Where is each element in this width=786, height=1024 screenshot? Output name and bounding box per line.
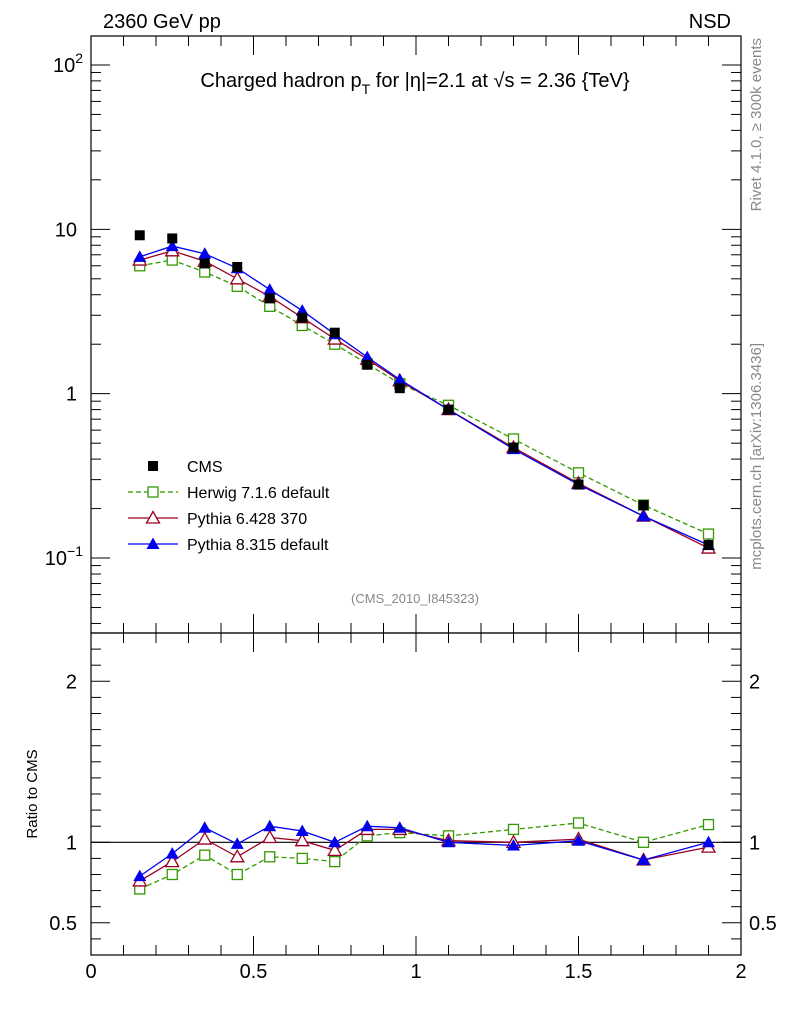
main-point-cms (703, 540, 714, 551)
header-left-label: 2360 GeV pp (103, 11, 221, 33)
ratio-y-axis-label: Ratio to CMS (24, 749, 41, 838)
ratio-point-pythia-6-428-370 (197, 831, 213, 845)
main-point-pythia-6-428-370 (229, 270, 245, 285)
legend-marker-pythia-8-315-default (146, 537, 160, 549)
main-point-cms (362, 359, 373, 370)
x-tick-label: 0 (85, 961, 96, 983)
ratio-point-herwig-7-1-6-default (231, 868, 243, 881)
rivet-label: Rivet 4.1.0, ≥ 300k events (748, 38, 765, 211)
ratio-point-herwig-7-1-6-default (166, 868, 178, 881)
ratio-y-tick-label-left: 1 (66, 832, 77, 854)
ratio-point-pythia-8-315-default (442, 835, 455, 848)
ratio-point-pythia-6-428-370 (164, 853, 180, 868)
ratio-point-herwig-7-1-6-default (264, 851, 276, 863)
main-line-pythia-8-315-default (139, 245, 709, 546)
ratio-point-pythia-8-315-default (165, 847, 179, 859)
ratio-series-group (132, 817, 717, 895)
ratio-point-pythia-8-315-default (702, 835, 715, 848)
main-y-tick-label: 10 (55, 219, 77, 241)
x-tick-label: 0.5 (240, 961, 268, 983)
main-point-pythia-8-315-default (165, 239, 179, 252)
ratio-line-pythia-6-428-370 (139, 828, 709, 882)
header-right-label: NSD (689, 11, 731, 33)
ratio-point-pythia-8-315-default (263, 819, 277, 832)
ratio-point-herwig-7-1-6-default (296, 852, 308, 865)
legend-label-cms: CMS (187, 459, 223, 476)
ratio-line-herwig-7-1-6-default (139, 822, 709, 890)
main-point-cms (638, 500, 649, 511)
ratio-panel-frame (90, 632, 742, 956)
legend-marker-herwig-7-1-6-default (147, 486, 159, 498)
legend-label-pythia-6-428-370: Pythia 6.428 370 (187, 511, 307, 528)
main-point-herwig-7-1-6-default (199, 266, 211, 278)
main-plot-title: Charged hadron pT for |η|=2.1 at √s = 2.… (200, 70, 629, 97)
legend-marker-cms (148, 461, 158, 471)
legend: CMS Herwig 7.1.6 default Pythia 6.428 370 P… (128, 459, 330, 554)
ratio-point-pythia-8-315-default (393, 821, 407, 833)
ratio-point-herwig-7-1-6-default (199, 849, 211, 861)
main-y-tick-label: 10−1 (45, 543, 83, 570)
ratio-point-pythia-8-315-default (133, 869, 147, 882)
ratio-y-tick-label-left: 2 (66, 671, 77, 693)
ratio-point-pythia-8-315-default (360, 819, 374, 832)
main-point-cms (443, 404, 454, 415)
ratio-point-pythia-8-315-default (328, 835, 342, 848)
main-point-herwig-7-1-6-default (166, 254, 178, 266)
main-point-pythia-8-315-default (360, 350, 374, 363)
main-point-cms (264, 293, 275, 304)
ratio-point-herwig-7-1-6-default (572, 817, 585, 829)
ratio-point-pythia-6-428-370 (262, 829, 278, 844)
ratio-point-pythia-8-315-default (572, 834, 585, 846)
ratio-point-pythia-8-315-default (230, 837, 244, 849)
ratio-point-herwig-7-1-6-default (507, 823, 520, 836)
x-tick-label: 1.5 (565, 961, 593, 983)
ratio-point-pythia-6-428-370 (229, 848, 245, 863)
ratio-point-herwig-7-1-6-default (702, 818, 715, 831)
ratio-y-tick-label-right: 2 (749, 671, 760, 693)
ratio-y-tick-label-left: 0.5 (49, 913, 77, 935)
main-point-cms (167, 233, 178, 244)
main-y-tick-label: 102 (53, 50, 83, 77)
main-point-pythia-8-315-default (393, 372, 407, 385)
ratio-point-pythia-6-428-370 (294, 832, 310, 847)
ratio-point-herwig-7-1-6-default (329, 855, 341, 868)
main-point-pythia-8-315-default (133, 250, 147, 262)
main-axis-ticks: 10−1 1 10 102 (45, 36, 742, 633)
mcplots-label: mcplots.cern.ch [arXiv:1306.3436] (748, 343, 765, 570)
legend-marker-pythia-6-428-370 (145, 510, 161, 524)
ratio-point-pythia-8-315-default (507, 839, 520, 851)
main-point-cms (394, 383, 405, 394)
x-tick-label: 2 (735, 961, 746, 983)
ratio-y-tick-label-right: 0.5 (749, 913, 777, 935)
ratio-point-pythia-8-315-default (198, 821, 212, 833)
main-point-pythia-8-315-default (198, 247, 212, 259)
main-point-pythia-8-315-default (263, 283, 277, 295)
ratio-point-pythia-6-428-370 (327, 842, 343, 856)
main-point-cms (573, 479, 584, 490)
main-point-cms (134, 230, 145, 241)
main-point-pythia-8-315-default (637, 509, 650, 522)
main-y-tick-label: 1 (66, 384, 77, 406)
ratio-axis-ticks: 0.5 0.5 1 1 2 2 0 0.5 1 1.5 2 (49, 632, 777, 983)
legend-label-herwig-7-1-6-default: Herwig 7.1.6 default (187, 485, 330, 502)
main-series-group (132, 230, 717, 554)
main-point-cms (199, 258, 210, 269)
x-tick-label: 1 (410, 961, 421, 983)
ratio-point-pythia-8-315-default (637, 853, 650, 866)
main-point-cms (297, 312, 308, 323)
main-point-cms (508, 442, 519, 453)
main-line-pythia-6-428-370 (139, 250, 709, 549)
ratio-point-herwig-7-1-6-default (637, 836, 650, 848)
analysis-id-label: (CMS_2010_I845323) (351, 591, 479, 606)
main-point-cms (329, 327, 340, 338)
ratio-line-pythia-8-315-default (139, 825, 709, 877)
legend-label-pythia-8-315-default: Pythia 8.315 default (187, 537, 329, 554)
ratio-y-tick-label-right: 1 (749, 832, 760, 854)
main-point-cms (232, 261, 243, 272)
main-point-herwig-7-1-6-default (702, 528, 715, 540)
ratio-point-pythia-8-315-default (295, 824, 309, 837)
